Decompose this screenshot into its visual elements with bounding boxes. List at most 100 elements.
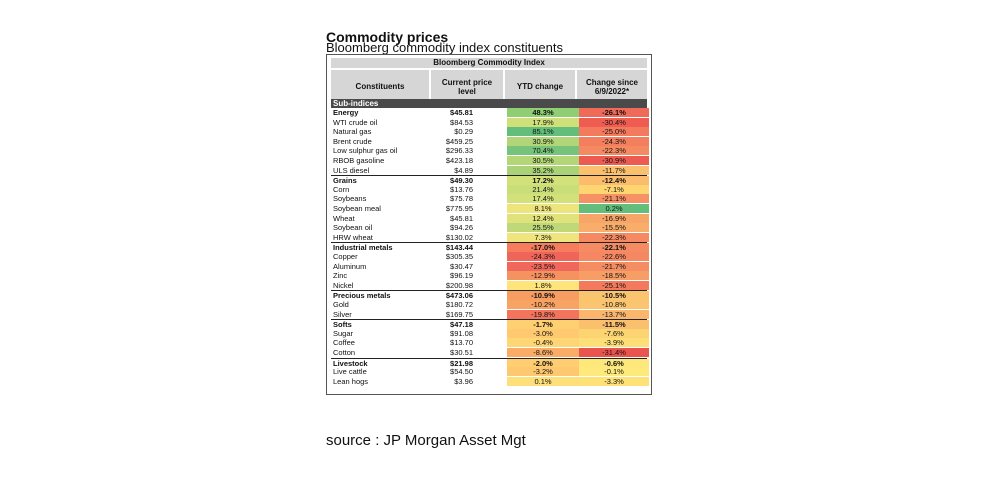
cell-constituent: Copper	[333, 252, 358, 261]
cell-change-since: -3.9%	[579, 338, 649, 348]
cell-ytd-change: -10.9%	[507, 291, 579, 301]
cell-ytd-change: 85.1%	[507, 127, 579, 137]
cell-price: $54.50	[450, 367, 473, 377]
cell-ytd-change: -8.6%	[507, 348, 579, 357]
table-row: Soybeans $75.78 17.4% -21.1%	[331, 194, 649, 204]
cell-price: $169.75	[445, 309, 473, 319]
table-row: Corn $13.76 21.4% -7.1%	[331, 184, 649, 194]
cell-price: $296.33	[445, 146, 473, 156]
cell-ytd-change: 17.2%	[507, 176, 579, 186]
cell-change-since: -22.3%	[579, 232, 649, 242]
chart-title: Commodity prices	[326, 29, 449, 45]
col-header-ytd: YTD change	[505, 70, 575, 103]
cell-ytd-change: -19.8%	[507, 309, 579, 319]
section-label-sub-indices: Sub-indices	[331, 99, 647, 108]
cell-constituent: Zinc	[333, 271, 348, 281]
cell-change-since: -7.1%	[579, 184, 649, 194]
cell-change-since: -31.4%	[579, 348, 649, 357]
cell-change-since: -21.1%	[579, 194, 649, 204]
cell-constituent: HRW wheat	[333, 232, 373, 242]
cell-change-since: -7.6%	[579, 328, 649, 338]
cell-ytd-change: -10.2%	[507, 300, 579, 309]
cell-ytd-change: 8.1%	[507, 204, 579, 213]
table-row: Sugar $91.08 -3.0% -7.6%	[331, 328, 649, 338]
cell-constituent: RBOB gasoline	[333, 156, 385, 165]
cell-ytd-change: -17.0%	[507, 243, 579, 253]
cell-price: $13.70	[450, 338, 473, 348]
cell-price: $130.02	[445, 232, 473, 242]
cell-change-since: -25.0%	[579, 127, 649, 137]
table-row: Soybean oil $94.26 25.5% -15.5%	[331, 223, 649, 233]
cell-constituent: Livestock	[333, 358, 368, 368]
cell-constituent: Coffee	[333, 338, 355, 348]
cell-constituent: Soybean oil	[333, 223, 373, 233]
table-row: WTI crude oil $84.53 17.9% -30.4%	[331, 117, 649, 127]
table-row: Coffee $13.70 -0.4% -3.9%	[331, 338, 649, 348]
source-note: source : JP Morgan Asset Mgt	[326, 432, 526, 449]
table-row: Soybean meal $775.95 8.1% 0.2%	[331, 204, 649, 213]
cell-change-since: -16.9%	[579, 213, 649, 223]
cell-change-since: -0.6%	[579, 358, 649, 368]
table-row: Live cattle $54.50 -3.2% -0.1%	[331, 367, 649, 377]
table-row: Silver $169.75 -19.8% -13.7%	[331, 309, 649, 319]
cell-price: $775.95	[445, 204, 473, 213]
cell-ytd-change: -23.5%	[507, 261, 579, 271]
col-header-price: Current price level	[431, 70, 503, 103]
cell-price: $473.06	[445, 291, 473, 301]
cell-constituent: Lean hogs	[333, 376, 369, 386]
cell-ytd-change: -12.9%	[507, 271, 579, 281]
table-row: Wheat $45.81 12.4% -16.9%	[331, 213, 649, 223]
cell-change-since: -21.7%	[579, 261, 649, 271]
table-row: Aluminum $30.47 -23.5% -21.7%	[331, 261, 649, 271]
cell-ytd-change: -0.4%	[507, 338, 579, 348]
commodity-table: Bloomberg Commodity Index Constituents C…	[326, 54, 652, 395]
cell-change-since: -22.3%	[579, 146, 649, 156]
cell-constituent: ULS diesel	[333, 165, 370, 175]
table-row: Natural gas $0.29 85.1% -25.0%	[331, 127, 649, 137]
cell-constituent: Live cattle	[333, 367, 367, 377]
cell-constituent: Soybean meal	[333, 204, 381, 213]
cell-change-since: -3.3%	[579, 376, 649, 386]
table-row: Gold $180.72 -10.2% -10.8%	[331, 300, 649, 309]
table-row: Industrial metals $143.44 -17.0% -22.1%	[331, 242, 649, 253]
cell-change-since: -22.6%	[579, 252, 649, 261]
cell-price: $200.98	[445, 280, 473, 290]
cell-price: $459.25	[445, 136, 473, 146]
table-row: Nickel $200.98 1.8% -25.1%	[331, 280, 649, 290]
cell-constituent: Brent crude	[333, 136, 372, 146]
cell-constituent: Energy	[333, 108, 359, 117]
cell-constituent: Low sulphur gas oil	[333, 146, 398, 156]
table-row: Copper $305.35 -24.3% -22.6%	[331, 252, 649, 261]
cell-constituent: Nickel	[333, 280, 354, 290]
cell-price: $47.18	[450, 320, 473, 330]
table-row: Livestock $21.98 -2.0% -0.6%	[331, 357, 649, 368]
cell-ytd-change: 1.8%	[507, 280, 579, 290]
cell-constituent: Wheat	[333, 213, 355, 223]
cell-ytd-change: 0.1%	[507, 376, 579, 386]
cell-change-since: -15.5%	[579, 223, 649, 233]
cell-change-since: -12.4%	[579, 176, 649, 186]
table-row: Precious metals $473.06 -10.9% -10.5%	[331, 290, 649, 301]
cell-change-since: -26.1%	[579, 108, 649, 117]
cell-ytd-change: 70.4%	[507, 146, 579, 156]
cell-change-since: -24.3%	[579, 136, 649, 146]
cell-change-since: -11.7%	[579, 165, 649, 175]
cell-change-since: -22.1%	[579, 243, 649, 253]
cell-price: $96.19	[450, 271, 473, 281]
cell-constituent: Sugar	[333, 328, 354, 338]
cell-change-since: -18.5%	[579, 271, 649, 281]
table-row: HRW wheat $130.02 7.3% -22.3%	[331, 232, 649, 242]
cell-ytd-change: 17.4%	[507, 194, 579, 204]
table-header-band: Bloomberg Commodity Index	[331, 58, 647, 68]
cell-ytd-change: -1.7%	[507, 320, 579, 330]
cell-price: $94.26	[450, 223, 473, 233]
cell-ytd-change: 21.4%	[507, 184, 579, 194]
cell-ytd-change: -3.2%	[507, 367, 579, 377]
cell-ytd-change: 25.5%	[507, 223, 579, 233]
cell-price: $91.08	[450, 328, 473, 338]
cell-price: $423.18	[445, 156, 473, 165]
cell-price: $45.81	[450, 213, 473, 223]
cell-constituent: Industrial metals	[333, 243, 393, 253]
table-row: Cotton $30.51 -8.6% -31.4%	[331, 348, 649, 357]
cell-constituent: Aluminum	[333, 261, 367, 271]
